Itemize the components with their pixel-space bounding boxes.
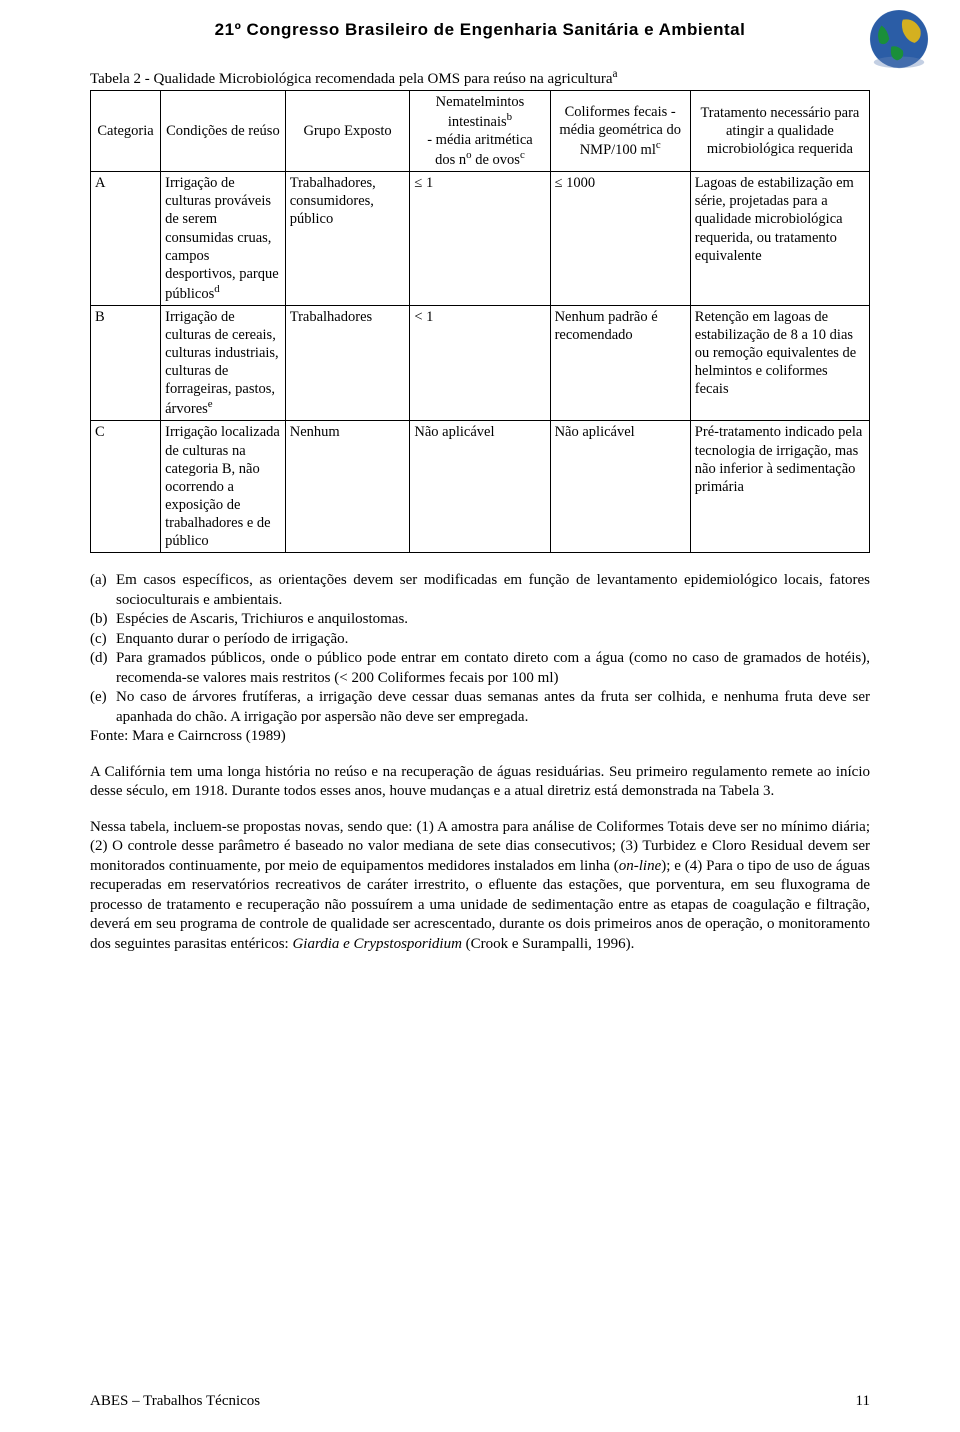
th-nem-l4sup2: c [520,149,525,161]
cell-nematelmintos: Não aplicável [410,421,550,553]
th-condicoes: Condições de reúso [161,91,286,172]
note-text: No caso de árvores frutíferas, a irrigaç… [116,688,870,727]
paragraph-2: Nessa tabela, incluem-se propostas novas… [90,818,870,955]
cell-nematelmintos: ≤ 1 [410,172,550,306]
note-item: (d)Para gramados públicos, onde o públic… [90,649,870,688]
note-item: (a)Em casos específicos, as orientações … [90,571,870,610]
table-row: CIrrigação localizada de culturas na cat… [91,421,870,553]
note-text: Enquanto durar o período de irrigação. [116,630,870,650]
th-nem-l4b: de ovos [472,152,520,168]
th-nem-l2: intestinais [448,114,507,130]
cell-tratamento: Pré-tratamento indicado pela tecnologia … [690,421,869,553]
page-footer: ABES – Trabalhos Técnicos 11 [90,1393,870,1410]
th-nem-l3: - média aritmética [427,132,532,148]
th-nem-l1: Nematelmintos [436,94,525,110]
note-text: Em casos específicos, as orientações dev… [116,571,870,610]
cell-grupo: Nenhum [285,421,410,553]
cell-condicoes: Irrigação de culturas de cereais, cultur… [161,305,286,421]
cell-grupo: Trabalhadores, consumidores, público [285,172,410,306]
quality-table: Categoria Condições de reúso Grupo Expos… [90,90,870,553]
th-coliformes: Coliformes fecais - média geométrica do … [550,91,690,172]
table-caption: Tabela 2 - Qualidade Microbiológica reco… [90,68,870,88]
cell-tratamento: Lagoas de estabilização em série, projet… [690,172,869,306]
globe-icon [868,8,930,70]
table-header-row: Categoria Condições de reúso Grupo Expos… [91,91,870,172]
th-col-l1: Coliformes fecais - média geométrica do [559,104,681,138]
caption-text: Tabela 2 - Qualidade Microbiológica reco… [90,71,613,87]
cell-categoria: C [91,421,161,553]
th-nem-l4a: dos n [435,152,466,168]
cell-tratamento: Retenção em lagoas de estabilização de 8… [690,305,869,421]
cell-categoria: B [91,305,161,421]
footer-left: ABES – Trabalhos Técnicos [90,1393,260,1410]
cell-nematelmintos: < 1 [410,305,550,421]
notes-block: (a)Em casos específicos, as orientações … [90,571,870,747]
paragraph-1: A Califórnia tem uma longa história no r… [90,763,870,802]
th-col-l2sup: c [656,139,661,151]
cell-condicoes: Irrigação localizada de culturas na cate… [161,421,286,553]
th-nematelmintos: Nematelmintos intestinaisb - média aritm… [410,91,550,172]
note-label: (e) [90,688,116,727]
table-body: AIrrigação de culturas prováveis de sere… [91,172,870,553]
p2-part3: (Crook e Surampalli, 1996). [462,936,634,952]
cell-coliformes: Nenhum padrão é recomendado [550,305,690,421]
page-header: 21º Congresso Brasileiro de Engenharia S… [90,20,870,40]
th-col-l2a: NMP/100 ml [580,142,656,158]
source-line: Fonte: Mara e Cairncross (1989) [90,727,870,747]
cell-coliformes: Não aplicável [550,421,690,553]
note-label: (a) [90,571,116,610]
cell-condicoes: Irrigação de culturas prováveis de serem… [161,172,286,306]
cell-categoria: A [91,172,161,306]
th-grupo: Grupo Exposto [285,91,410,172]
note-text: Espécies de Ascaris, Trichiuros e anquil… [116,610,870,630]
note-item: (c)Enquanto durar o período de irrigação… [90,630,870,650]
cell-grupo: Trabalhadores [285,305,410,421]
note-text: Para gramados públicos, onde o público p… [116,649,870,688]
caption-sup: a [613,68,618,80]
note-item: (b)Espécies de Ascaris, Trichiuros e anq… [90,610,870,630]
table-row: BIrrigação de culturas de cereais, cultu… [91,305,870,421]
footer-right: 11 [856,1393,870,1410]
note-label: (d) [90,649,116,688]
th-categoria: Categoria [91,91,161,172]
p2-italic2: Giardia e Crypstosporidium [292,936,461,952]
cell-coliformes: ≤ 1000 [550,172,690,306]
note-item: (e)No caso de árvores frutíferas, a irri… [90,688,870,727]
note-label: (b) [90,610,116,630]
p2-italic1: on-line [619,858,662,874]
th-nem-sup: b [507,111,512,123]
th-tratamento: Tratamento necessário para atingir a qua… [690,91,869,172]
header-title: 21º Congresso Brasileiro de Engenharia S… [90,20,870,40]
note-label: (c) [90,630,116,650]
table-row: AIrrigação de culturas prováveis de sere… [91,172,870,306]
